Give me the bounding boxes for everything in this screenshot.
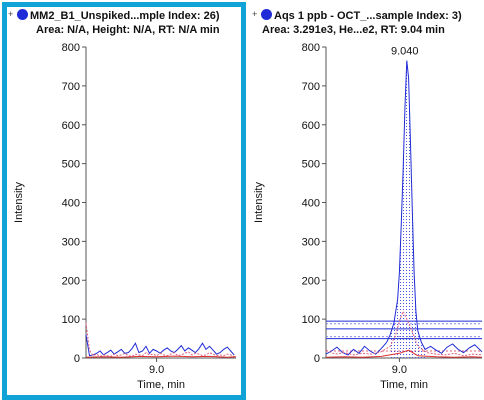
y-tick-label: 100 [62,314,80,326]
series-line-1 [85,322,235,357]
y-tick-label: 600 [62,120,80,132]
series-line-2 [325,349,483,358]
y-tick-label: 300 [62,236,80,248]
y-tick-label: 800 [62,42,80,54]
y-tick-label: 0 [314,353,320,365]
y-tick-label: 700 [62,81,80,93]
y-tick-label: 700 [302,81,320,93]
panel-header: + Aqs 1 ppb - OCT_...sample Index: 3) [252,9,462,23]
y-tick-label: 200 [62,275,80,287]
chromatogram-plot[interactable]: 0 100 200 300 400 500 600 700 800 9.0 Time, min Int… [250,0,484,400]
series-line-1 [325,310,483,357]
peak-rt-label: 9.040 [391,46,419,58]
sample-marker-icon [261,9,272,20]
chromatogram-plot[interactable]: 0 100 200 300 400 500 600 700 800 9.0 Time, min Int… [0,0,246,400]
panel-subtitle: Area: 3.291e3, He...e2, RT: 9.04 min [262,24,445,36]
y-tick-label: 500 [62,159,80,171]
panel-title: Aqs 1 ppb - OCT_...sample Index: 3) [274,10,462,22]
y-tick-label: 400 [302,198,320,210]
y-tick-label: 100 [302,314,320,326]
x-tick-label: 9.0 [392,364,407,376]
chart-panel-standard[interactable]: + Aqs 1 ppb - OCT_...sample Index: 3) Are… [250,0,484,400]
y-axis-label: Intensity [13,182,25,223]
y-tick-label: 200 [302,275,320,287]
sample-marker-icon [17,9,28,20]
y-tick-label: 600 [302,120,320,132]
panel-subtitle: Area: N/A, Height: N/A, RT: N/A min [36,24,220,36]
series-line-0 [325,60,483,356]
y-axis-label: Intensity [253,182,265,223]
panel-header: + MM2_B1_Unspiked...mple Index: 26) [8,9,220,23]
y-tick-label: 400 [62,198,80,210]
x-axis-label: Time, min [137,379,185,391]
x-axis-label: Time, min [380,379,428,391]
panel-title: MM2_B1_Unspiked...mple Index: 26) [30,10,220,22]
y-tick-label: 300 [302,236,320,248]
series-line-0 [85,334,235,357]
y-tick-label: 0 [74,353,80,365]
series-line-2 [85,355,237,358]
expand-icon[interactable]: + [252,9,258,19]
expand-icon[interactable]: + [8,9,14,19]
y-tick-label: 500 [302,159,320,171]
x-tick-label: 9.0 [149,364,164,376]
y-tick-label: 800 [302,42,320,54]
chart-panel-unspiked[interactable]: + MM2_B1_Unspiked...mple Index: 26) Area:… [0,0,246,400]
